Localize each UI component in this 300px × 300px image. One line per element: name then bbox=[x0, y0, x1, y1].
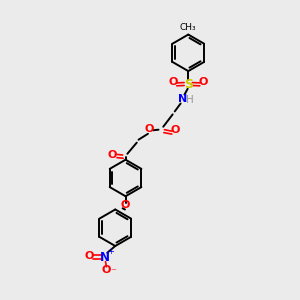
Text: N: N bbox=[178, 94, 188, 104]
Text: O: O bbox=[121, 200, 130, 210]
Text: N: N bbox=[100, 251, 110, 264]
Text: O: O bbox=[85, 251, 94, 261]
Text: O: O bbox=[102, 265, 111, 275]
Text: O: O bbox=[107, 150, 117, 160]
Text: O: O bbox=[199, 77, 208, 87]
Text: H: H bbox=[186, 94, 194, 105]
Text: ⁻: ⁻ bbox=[110, 267, 116, 277]
Text: S: S bbox=[184, 78, 193, 91]
Text: CH₃: CH₃ bbox=[180, 23, 196, 32]
Text: O: O bbox=[168, 77, 178, 87]
Text: +: + bbox=[107, 248, 114, 256]
Text: O: O bbox=[171, 125, 180, 135]
Text: O: O bbox=[144, 124, 154, 134]
